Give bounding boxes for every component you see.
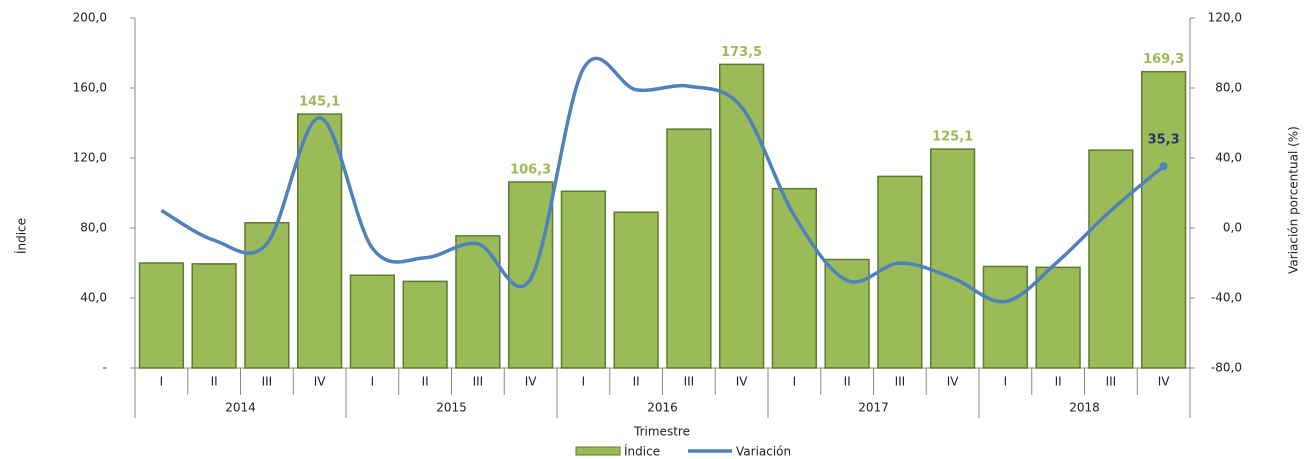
line — [160, 56, 1165, 304]
x-tick-label: I — [582, 375, 586, 389]
x-tick-label: IV — [736, 375, 749, 389]
x-tick-label: III — [262, 375, 273, 389]
bar — [507, 181, 554, 369]
bar — [929, 148, 976, 369]
group-label: 2018 — [1069, 401, 1100, 415]
legend-label: Índice — [624, 444, 660, 459]
y2-tick-label: 80,0 — [1215, 81, 1242, 95]
y2-tick-label: 40,0 — [1215, 151, 1242, 165]
y-tick-label: 160,0 — [73, 81, 107, 95]
x-tick-label: III — [684, 375, 695, 389]
y-tick-label: 200,0 — [73, 11, 107, 25]
group-label: 2014 — [225, 401, 256, 415]
data-label: 169,3 — [1143, 52, 1184, 67]
bar — [296, 113, 343, 369]
y-tick-label: 120,0 — [73, 151, 107, 165]
x-tick-label: II — [633, 375, 640, 389]
data-label: 145,1 — [299, 95, 340, 110]
x-tick-label: III — [1106, 375, 1117, 389]
group-label: 2017 — [858, 401, 889, 415]
x-tick-label: IV — [314, 375, 327, 389]
y-tick-label: 80,0 — [80, 221, 107, 235]
bar — [718, 63, 765, 369]
data-label: 35,3 — [1148, 133, 1180, 148]
bar — [138, 262, 185, 369]
y-tick-label: 40,0 — [80, 291, 107, 305]
bar — [982, 265, 1029, 369]
x-tick-label: II — [844, 375, 851, 389]
y2-tick-label: -80,0 — [1211, 361, 1242, 375]
data-label: 173,5 — [721, 45, 762, 60]
y2-axis-title: Variación porcentual (%) — [1287, 126, 1301, 274]
x-tick-label: I — [1004, 375, 1008, 389]
bar — [1140, 70, 1187, 369]
point — [1159, 162, 1168, 171]
x-tick-label: III — [473, 375, 484, 389]
x-tick-label: II — [211, 375, 218, 389]
legend-swatch — [575, 446, 621, 456]
x-tick-label: IV — [947, 375, 960, 389]
group-label: 2016 — [647, 401, 678, 415]
bar — [1035, 266, 1081, 369]
bar — [877, 175, 923, 369]
x-tick-label: II — [1055, 375, 1062, 389]
bar — [560, 190, 607, 369]
bar — [824, 258, 870, 369]
bar — [244, 222, 290, 369]
group-label: 2015 — [436, 401, 467, 415]
bar — [402, 280, 448, 369]
y2-tick-label: 120,0 — [1208, 11, 1242, 25]
bar — [771, 187, 818, 369]
x-tick-label: IV — [1158, 375, 1171, 389]
legend-label: Variación — [736, 445, 791, 459]
bar — [349, 274, 396, 369]
data-label: 125,1 — [932, 130, 973, 145]
x-tick-label: II — [422, 375, 429, 389]
x-tick-label: III — [895, 375, 906, 389]
bar — [1088, 149, 1134, 369]
bar — [666, 128, 712, 369]
y2-tick-label: -40,0 — [1211, 291, 1242, 305]
x-axis-title: Trimestre — [633, 425, 690, 439]
y-tick-label: - — [103, 361, 107, 375]
x-tick-label: I — [793, 375, 797, 389]
bar — [191, 263, 237, 369]
y-axis-title: Índice — [14, 218, 29, 254]
x-tick-label: I — [371, 375, 375, 389]
x-tick-label: IV — [525, 375, 538, 389]
data-label: 106,3 — [510, 162, 551, 177]
bar — [613, 211, 659, 369]
y2-tick-label: 0,0 — [1223, 221, 1242, 235]
x-tick-label: I — [160, 375, 164, 389]
